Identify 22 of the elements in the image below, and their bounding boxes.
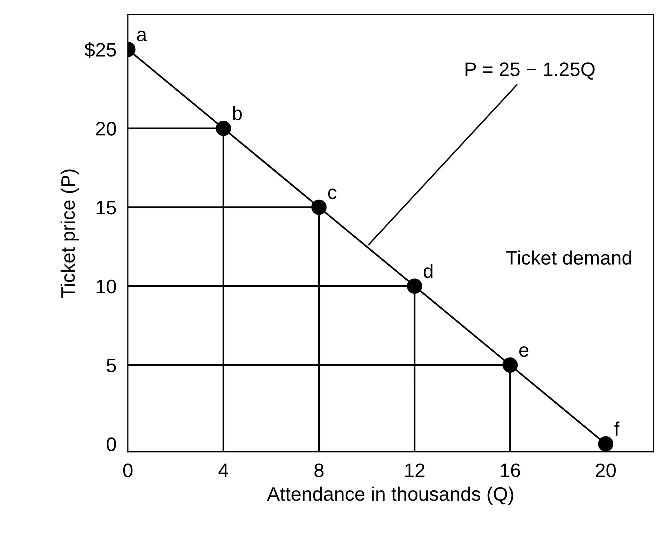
- y-tick-label: 0: [106, 438, 116, 452]
- x-tick-label: 4: [218, 464, 229, 478]
- x-axis-title: Attendance in thousands (Q): [267, 486, 514, 505]
- y-tick-label: 20: [96, 122, 116, 136]
- y-tick-label: 15: [96, 201, 116, 215]
- x-tick-label: 0: [123, 464, 133, 478]
- annotation: d: [424, 264, 433, 278]
- y-tick-label: 5: [106, 358, 116, 373]
- x-tick-label: 8: [314, 464, 324, 478]
- annotation: Ticket demand: [506, 250, 632, 265]
- y-tick-label: $25: [84, 42, 116, 58]
- y-axis-title: Ticket price (P): [60, 170, 80, 298]
- annotation: a: [137, 30, 148, 42]
- x-tick-label: 12: [405, 464, 425, 478]
- annotation: P = 25 − 1.25Q: [466, 62, 595, 80]
- annotation: b: [233, 106, 242, 120]
- x-tick-label: 20: [596, 464, 616, 478]
- x-tick-label: 16: [501, 464, 520, 478]
- annotation: e: [520, 346, 529, 358]
- annotation: c: [328, 188, 337, 200]
- y-tick-label: 10: [96, 280, 116, 294]
- annotation: f: [614, 422, 620, 436]
